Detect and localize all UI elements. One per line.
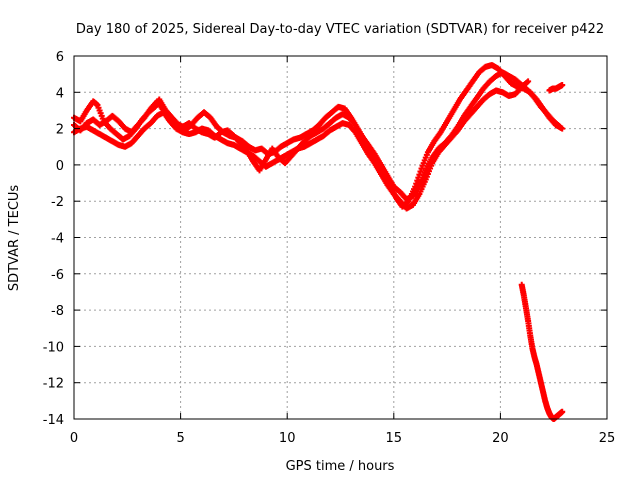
y-tick-label: -8 xyxy=(51,304,64,319)
x-tick-label: 0 xyxy=(70,431,78,446)
x-axis-title: GPS time / hours xyxy=(286,459,395,474)
y-tick-label: -2 xyxy=(51,195,64,210)
y-tick-label: -10 xyxy=(43,340,64,355)
grid-lines xyxy=(74,56,607,419)
data-points xyxy=(71,62,566,422)
x-tick-label: 10 xyxy=(279,431,296,446)
series-late-short xyxy=(546,82,566,94)
series-track-a xyxy=(71,62,566,210)
y-tick-label: 0 xyxy=(56,159,64,174)
y-tick-label: 6 xyxy=(56,50,64,65)
data-point xyxy=(557,123,564,130)
data-point-interp xyxy=(417,168,424,175)
series-track-c xyxy=(71,69,564,203)
y-tick-label: 4 xyxy=(56,86,64,101)
y-tick-label: -12 xyxy=(43,377,64,392)
chart-title: Day 180 of 2025, Sidereal Day-to-day VTE… xyxy=(76,22,604,37)
data-point xyxy=(525,78,532,85)
data-point xyxy=(559,82,566,89)
y-tick-label: -6 xyxy=(51,268,64,283)
axis-ticks: 0 5 10 15 20 25 -14 -12 -10 -8 -6 -4 -2 0 2 4 6 xyxy=(43,50,616,446)
y-axis-title: SDTVAR / TECUs xyxy=(7,185,22,292)
data-point-interp xyxy=(413,180,420,187)
x-tick-label: 25 xyxy=(599,431,616,446)
y-tick-label: -4 xyxy=(51,232,64,247)
y-tick-label: -14 xyxy=(43,413,64,428)
x-tick-label: 5 xyxy=(176,431,184,446)
x-tick-label: 20 xyxy=(492,431,509,446)
data-point xyxy=(559,408,566,415)
series-late-drop xyxy=(518,281,566,422)
x-tick-label: 15 xyxy=(386,431,403,446)
y-tick-label: 2 xyxy=(56,123,64,138)
